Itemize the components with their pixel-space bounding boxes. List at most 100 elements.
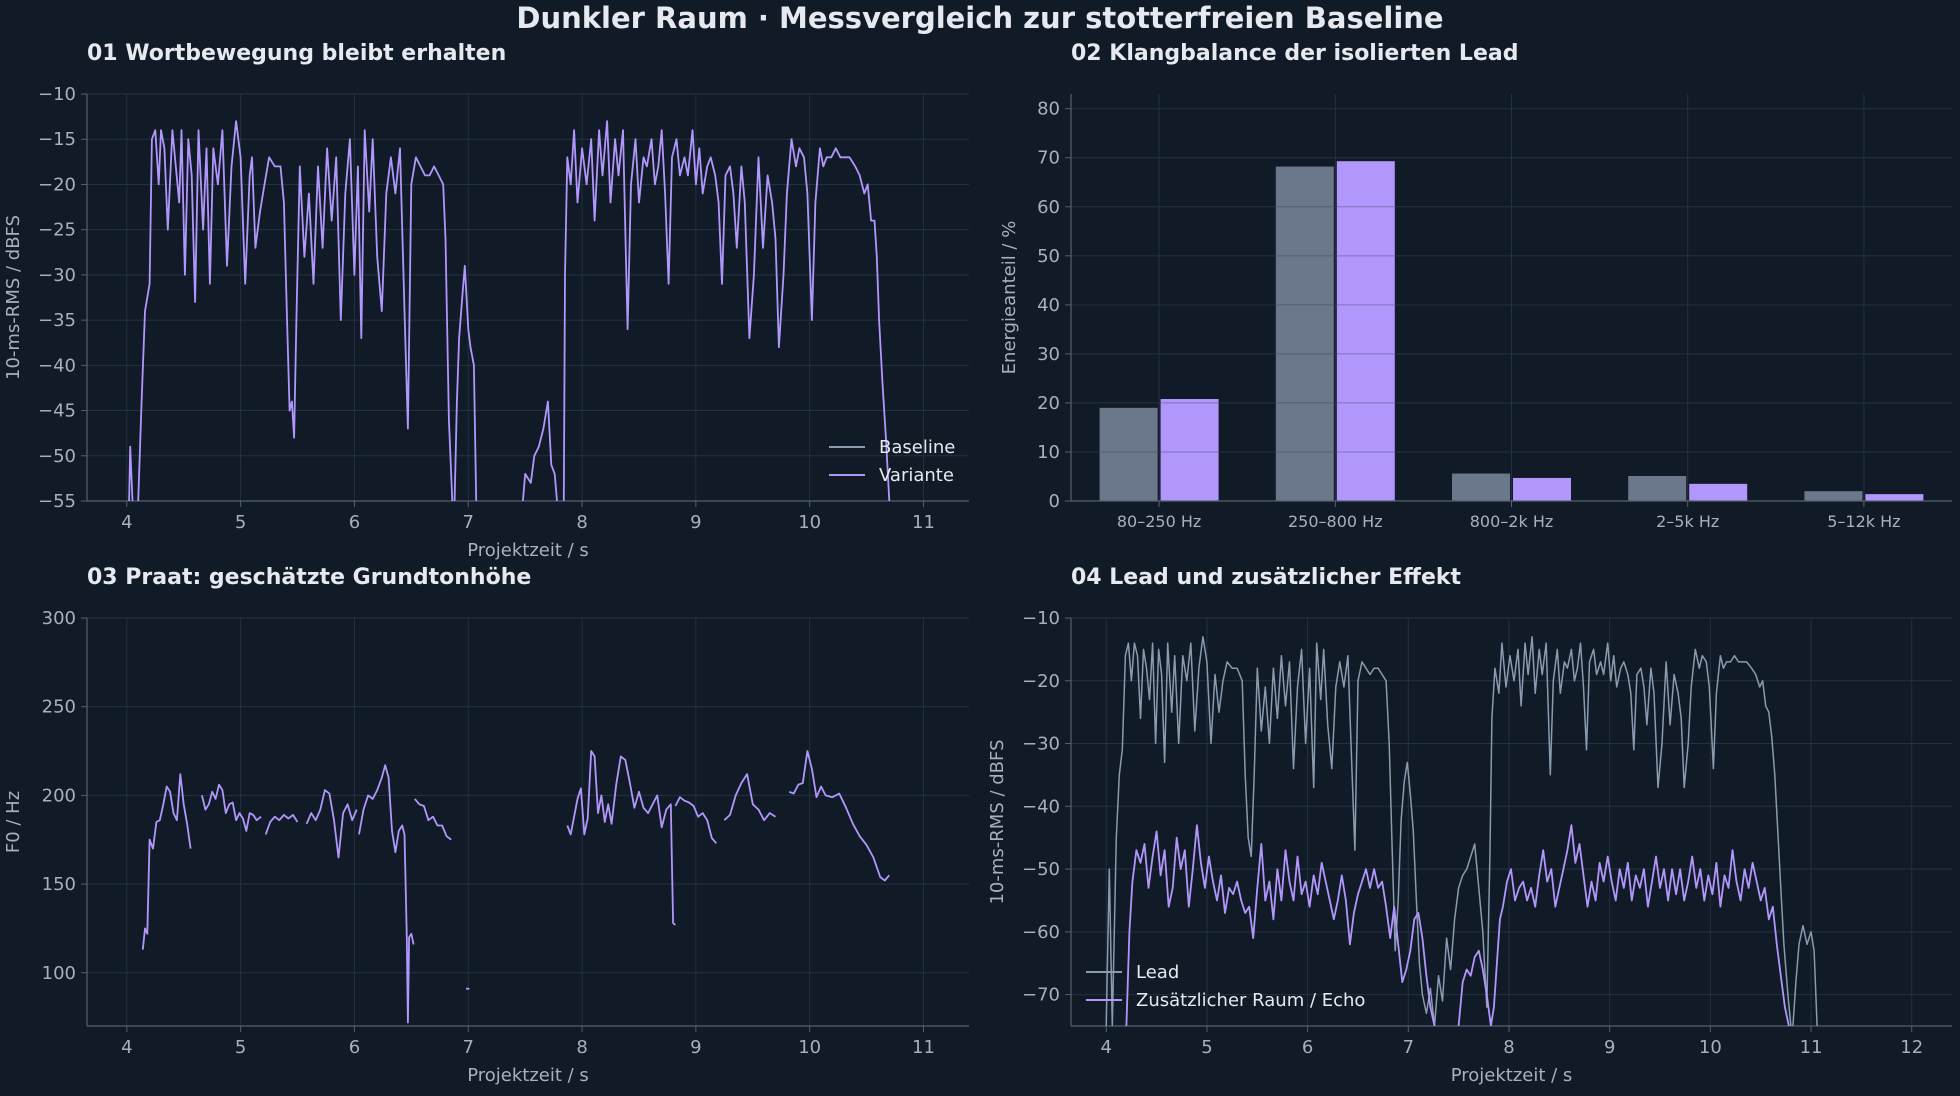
y-tick-label: −50: [1022, 859, 1060, 880]
y-tick-label: 30: [1037, 344, 1060, 365]
x-tick-label: 2–5k Hz: [1656, 512, 1719, 531]
y-axis-label: Energieanteil / %: [999, 221, 1020, 375]
y-tick-label: −60: [1022, 922, 1060, 943]
y-tick-label: −70: [1022, 985, 1060, 1006]
y-axis-label: 10-ms-RMS / dBFS: [3, 215, 24, 380]
bar-variante-1: [1336, 161, 1395, 502]
series-line: [201, 783, 262, 832]
chart-title: 01 Wortbewegung bleibt erhalten: [87, 41, 506, 66]
series-variante: [128, 120, 891, 501]
x-tick-label: 4: [1101, 1037, 1112, 1058]
bar-variante-0: [1160, 399, 1219, 501]
y-tick-label: 20: [1037, 393, 1060, 414]
x-tick-label: 9: [690, 512, 701, 533]
x-tick-label: 250–800 Hz: [1288, 512, 1383, 531]
series-line: [522, 400, 558, 501]
y-axis-label: F0 / Hz: [3, 791, 24, 853]
x-tick-label: 12: [1900, 1037, 1923, 1058]
x-tick-label: 4: [121, 512, 132, 533]
legend-label: Variante: [879, 465, 954, 486]
x-tick-label: 11: [912, 512, 935, 533]
y-tick-label: −35: [38, 310, 76, 331]
x-tick-label: 10: [798, 512, 821, 533]
x-tick-label: 10: [798, 1037, 821, 1058]
x-tick-label: 5: [1201, 1037, 1212, 1058]
legend: Lead Zusätzlicher Raum / Echo: [1086, 962, 1365, 1011]
series-line: [1792, 924, 1818, 1026]
x-tick-label: 5: [235, 512, 246, 533]
series-line: [141, 773, 192, 950]
bar-baseline-3: [1628, 475, 1687, 501]
y-tick-label: 70: [1037, 148, 1060, 169]
x-tick-label: 6: [349, 1037, 360, 1058]
y-tick-label: 100: [42, 963, 76, 984]
x-axis-label: Projektzeit / s: [1451, 1065, 1573, 1086]
series-line: [358, 764, 415, 1024]
y-tick-label: −40: [1022, 796, 1060, 817]
series-line: [453, 264, 478, 501]
series-line: [562, 120, 891, 501]
series-line: [674, 796, 717, 844]
x-tick-label: 800–2k Hz: [1470, 512, 1554, 531]
bar-variante-4: [1865, 494, 1924, 501]
x-tick-label: 7: [463, 512, 474, 533]
chart-panel-p2: 02 Klangbalance der isolierten Lead 0 10 20…: [999, 41, 1952, 531]
series-f0: [141, 750, 890, 1024]
series-line: [1125, 824, 1436, 1026]
series-line: [723, 773, 776, 822]
x-tick-label: 6: [349, 512, 360, 533]
chart-title: 03 Praat: geschätzte Grundtonhöhe: [87, 565, 531, 590]
y-tick-label: 150: [42, 874, 76, 895]
y-tick-label: 200: [42, 785, 76, 806]
bar-baseline-1: [1275, 166, 1334, 501]
y-tick-label: −40: [38, 355, 76, 376]
bar-baseline-0: [1099, 407, 1158, 501]
x-tick-label: 80–250 Hz: [1117, 512, 1201, 531]
x-tick-label: 5: [235, 1037, 246, 1058]
series-zusätzlicher-raum-echo: [1125, 824, 1790, 1026]
y-tick-label: 80: [1037, 99, 1060, 120]
x-axis-label: Projektzeit / s: [467, 1065, 589, 1086]
y-tick-label: −25: [38, 220, 76, 241]
legend-label: Zusätzlicher Raum / Echo: [1136, 990, 1365, 1011]
x-tick-label: 5–12k Hz: [1827, 512, 1900, 531]
x-tick-label: 9: [690, 1037, 701, 1058]
chart-panel-p3: 03 Praat: geschätzte Grundtonhöhe 4 5 6 7 8 9 1…: [3, 565, 969, 1086]
x-tick-label: 4: [121, 1037, 132, 1058]
y-tick-label: −10: [38, 84, 76, 105]
series-line: [137, 120, 454, 501]
y-axis-label: 10-ms-RMS / dBFS: [987, 739, 1008, 904]
series-line: [414, 798, 452, 841]
y-tick-label: −20: [1022, 671, 1060, 692]
y-tick-label: 40: [1037, 295, 1060, 316]
chart-panel-p1: 01 Wortbewegung bleibt erhalten 4 5 6 7 8 9 10 1…: [3, 41, 969, 561]
x-tick-label: 11: [912, 1037, 935, 1058]
y-tick-label: 0: [1049, 491, 1060, 512]
y-tick-label: 300: [42, 608, 76, 629]
series-line: [566, 750, 676, 926]
y-tick-label: 10: [1037, 442, 1060, 463]
y-tick-label: 250: [42, 697, 76, 718]
y-tick-label: −10: [1022, 608, 1060, 629]
bar-baseline-2: [1452, 473, 1510, 501]
y-tick-label: −30: [1022, 734, 1060, 755]
x-tick-label: 8: [1503, 1037, 1514, 1058]
x-tick-label: 7: [1403, 1037, 1414, 1058]
series-lead: [1105, 636, 1818, 1026]
y-tick-label: −50: [38, 446, 76, 467]
x-tick-label: 10: [1699, 1037, 1722, 1058]
y-tick-label: 60: [1037, 197, 1060, 218]
x-tick-label: 8: [576, 1037, 587, 1058]
legend-label: Baseline: [879, 437, 955, 458]
y-tick-label: 50: [1037, 246, 1060, 267]
x-tick-label: 6: [1302, 1037, 1313, 1058]
x-tick-label: 7: [463, 1037, 474, 1058]
series-line: [305, 789, 358, 859]
figure-title: Dunkler Raum · Messvergleich zur stotter…: [516, 1, 1443, 35]
y-tick-label: −55: [38, 491, 76, 512]
bar-variante-3: [1689, 483, 1748, 501]
x-tick-label: 8: [576, 512, 587, 533]
y-tick-label: −45: [38, 401, 76, 422]
